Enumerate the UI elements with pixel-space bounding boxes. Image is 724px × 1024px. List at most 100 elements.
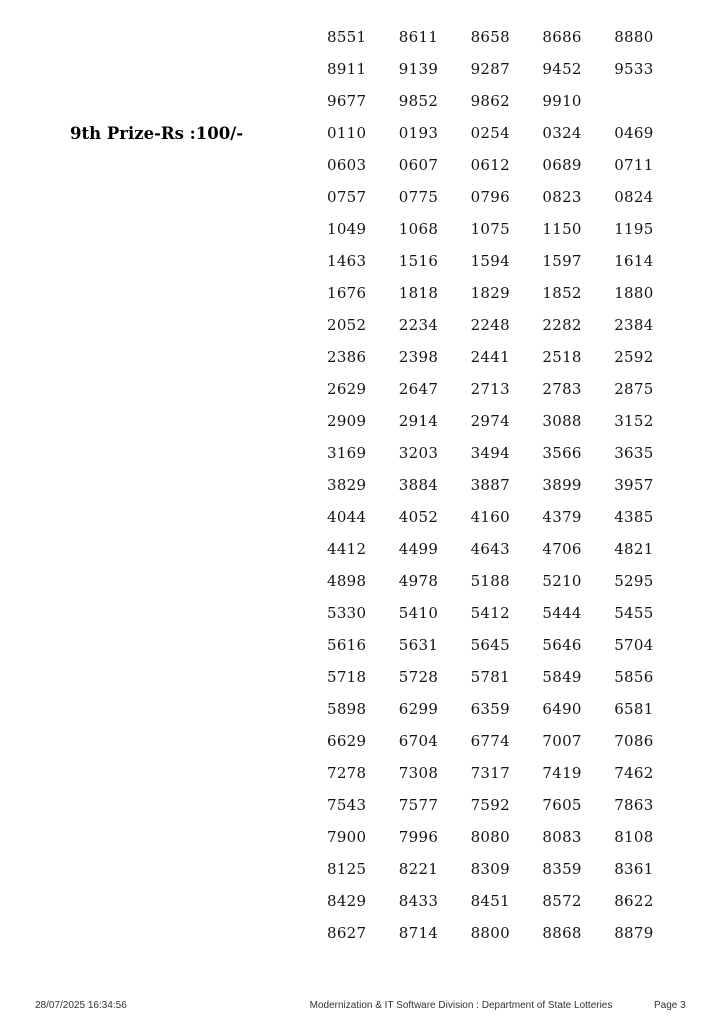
prize-number: 5444	[542, 604, 582, 622]
prize-number: 8125	[327, 860, 367, 878]
prize-number: 5188	[470, 572, 510, 590]
number-row: 2052 2234 2248 2282 2384	[0, 309, 686, 341]
prize-number: 9452	[542, 60, 582, 78]
prize-number: 9852	[398, 92, 439, 110]
prize-number: 7900	[327, 828, 367, 846]
prize-number: 2441	[470, 348, 510, 366]
footer-division: Modernization & IT Software Division : D…	[309, 1000, 613, 1011]
prize-number: 5646	[542, 636, 582, 654]
number-row: 1463 1516 1594 1597 1614	[0, 245, 686, 277]
prize-number: 4385	[614, 508, 654, 526]
prize-number: 0823	[542, 188, 582, 206]
prize-number: 7308	[398, 764, 439, 782]
prize-number: 2282	[542, 316, 582, 334]
prize-number: 5704	[614, 636, 654, 654]
prize-number: 2647	[398, 380, 439, 398]
number-row: 8125 8221 8309 8359 8361	[0, 853, 686, 885]
prize-number: 3203	[398, 444, 439, 462]
prize-number: 6774	[470, 732, 510, 750]
number-row: 5616 5631 5645 5646 5704	[0, 629, 686, 661]
prize-number: 8879	[614, 924, 654, 942]
prize-number: 6299	[398, 700, 439, 718]
prize-number: 4706	[542, 540, 582, 558]
prize-number: 0689	[542, 156, 582, 174]
prize-number: 0796	[470, 188, 510, 206]
prize-number: 7592	[470, 796, 510, 814]
number-row: 7543 7577 7592 7605 7863	[0, 789, 686, 821]
prize-number: 3884	[398, 476, 439, 494]
prize-number: 8880	[614, 28, 654, 46]
prize-number: 1614	[614, 252, 654, 270]
page-footer: 28/07/2025 16:34:56 Modernization & IT S…	[0, 1000, 724, 1016]
prize-number: 3494	[470, 444, 510, 462]
prize-number: 2783	[542, 380, 582, 398]
prize-number: 5616	[327, 636, 367, 654]
prize-number: 8572	[542, 892, 582, 910]
footer-page-number: Page 3	[654, 1000, 686, 1011]
prize-number: 8083	[542, 828, 582, 846]
prize-number: 8714	[398, 924, 439, 942]
prize-number: 8359	[542, 860, 582, 878]
prize-number: 3566	[542, 444, 582, 462]
prize-number: 2052	[327, 316, 367, 334]
prize-number: 2592	[614, 348, 654, 366]
prize-number: 6629	[327, 732, 367, 750]
prize-number: 8622	[614, 892, 654, 910]
prize-number: 1880	[614, 284, 654, 302]
number-row: 7278 7308 7317 7419 7462	[0, 757, 686, 789]
prize-number: 2875	[614, 380, 654, 398]
prize-number: 8686	[542, 28, 582, 46]
prize-number: 7086	[614, 732, 654, 750]
number-row: 8911 9139 9287 9452 9533	[0, 53, 686, 85]
number-row: 9677 9852 9862 9910	[0, 85, 686, 117]
prize-number: 5728	[398, 668, 439, 686]
prize-number: 8221	[398, 860, 439, 878]
prize-number: 8868	[542, 924, 582, 942]
number-row: 0757 0775 0796 0823 0824	[0, 181, 686, 213]
prize-number: 6581	[614, 700, 654, 718]
prize-number: 0824	[614, 188, 654, 206]
prize-number: 4978	[398, 572, 439, 590]
number-row: 7900 7996 8080 8083 8108	[0, 821, 686, 853]
prize-number: 8800	[470, 924, 510, 942]
number-row: 2629 2647 2713 2783 2875	[0, 373, 686, 405]
prize-number: 2398	[398, 348, 439, 366]
prize-number: 9287	[470, 60, 510, 78]
prize-number: 8361	[614, 860, 654, 878]
number-row: 6629 6704 6774 7007 7086	[0, 725, 686, 757]
prize-number: 8911	[327, 60, 367, 78]
prize-number: 5330	[327, 604, 367, 622]
prize-number: 3152	[614, 412, 654, 430]
prize-number: 8611	[398, 28, 439, 46]
prize-number: 7577	[398, 796, 439, 814]
prize-number: 1075	[470, 220, 510, 238]
prize-number: 5631	[398, 636, 439, 654]
prize-number: 0324	[542, 124, 582, 142]
prize-number: 1829	[470, 284, 510, 302]
prize-number: 3635	[614, 444, 654, 462]
prize-number: 1150	[542, 220, 582, 238]
prize-number: 4379	[542, 508, 582, 526]
prize-number: 1597	[542, 252, 582, 270]
prize-number: 2713	[470, 380, 510, 398]
prize-number: 2518	[542, 348, 582, 366]
prize-number: 4412	[327, 540, 367, 558]
prize-number: 0775	[398, 188, 439, 206]
prize-tier-label: 9th Prize-Rs :100/-	[70, 123, 244, 143]
prize-number: 2384	[614, 316, 654, 334]
prize-number: 5410	[398, 604, 439, 622]
prize-number: 3088	[542, 412, 582, 430]
prize-number: 0603	[327, 156, 367, 174]
prize-number: 4160	[470, 508, 510, 526]
number-row: 4412 4499 4643 4706 4821	[0, 533, 686, 565]
prize-number: 8551	[327, 28, 367, 46]
prize-number: 2386	[327, 348, 367, 366]
prize-number: 7317	[470, 764, 510, 782]
prize-number: 6359	[470, 700, 510, 718]
prize-number: 5849	[542, 668, 582, 686]
prize-number: 5856	[614, 668, 654, 686]
prize-number: 2974	[470, 412, 510, 430]
prize-number: 1676	[327, 284, 367, 302]
prize-number: 2914	[398, 412, 439, 430]
